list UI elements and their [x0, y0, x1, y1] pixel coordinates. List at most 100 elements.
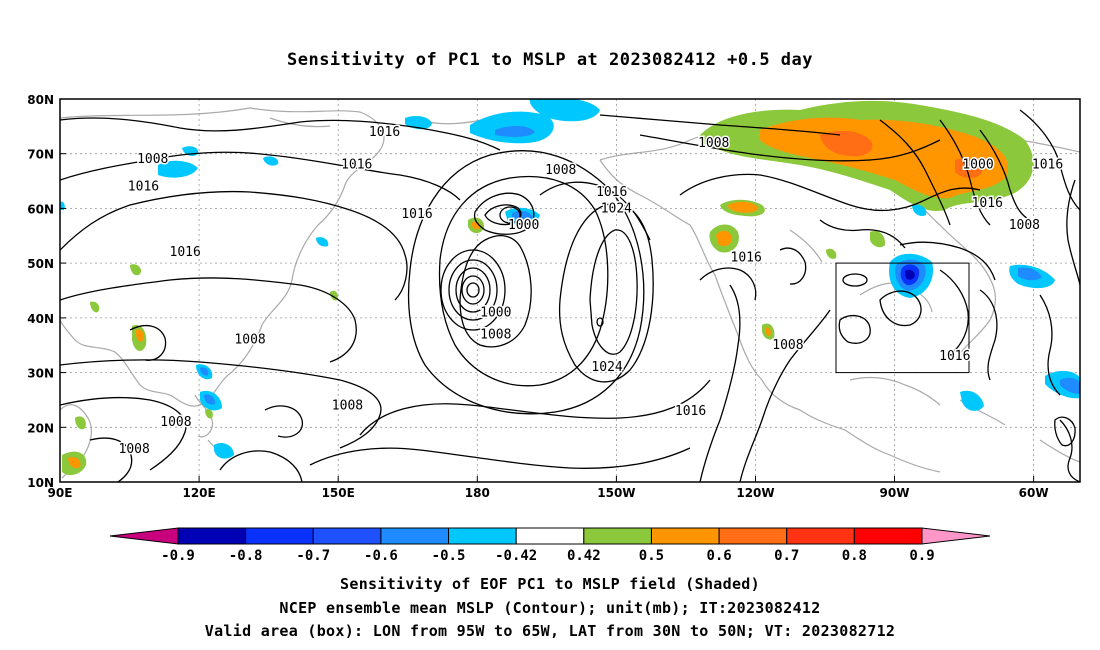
contour-label: 1016: [972, 196, 1003, 211]
colorbar-cell: [448, 527, 517, 545]
longitude-labels: 90E 120E 150E 180 150W 120W 90W 60W: [48, 486, 1049, 500]
contour-label: 1016: [939, 349, 970, 364]
negative-sensitivity-region: [204, 394, 216, 405]
positive-sensitivity-region: [68, 457, 81, 469]
contour-label: 1000: [962, 158, 993, 173]
colorbar-cell: [380, 527, 450, 545]
colorbar-label: -0.42: [495, 548, 537, 564]
colorbar-label: -0.8: [229, 548, 263, 564]
contour-label: 1016: [369, 125, 400, 140]
colorbar-cell: [650, 527, 720, 545]
positive-sensitivity-region: [955, 158, 983, 178]
lon-tick-label: 60W: [1019, 486, 1049, 500]
positive-sensitivity-region: [205, 409, 213, 419]
contour-label: 1016: [675, 404, 706, 419]
contour-label: 1008: [1009, 218, 1040, 233]
latitude-labels: 80N 70N 60N 50N 40N 30N 20N 10N: [27, 93, 54, 490]
contour-label: 1008: [137, 152, 168, 167]
colorbar-label: 0.7: [774, 548, 799, 564]
lat-tick-label: 40N: [27, 312, 54, 326]
negative-sensitivity-region: [529, 99, 600, 122]
lon-tick-label: 150E: [322, 486, 355, 500]
positive-sensitivity-region: [728, 201, 759, 213]
contour-label: 1008: [119, 442, 150, 457]
mslp-contours: [60, 109, 1080, 482]
contour-label: 1008: [545, 163, 576, 178]
contour-label: 1000: [480, 305, 511, 320]
contour-label: 1016: [170, 245, 201, 260]
contour-label: 1008: [480, 327, 511, 342]
lon-tick-label: 120W: [736, 486, 774, 500]
positive-sensitivity-region: [75, 416, 86, 430]
plot-frame: [59, 98, 1081, 483]
positive-sensitivity-region: [820, 130, 873, 157]
lat-tick-label: 50N: [27, 257, 54, 271]
colorbar-label: 0.5: [639, 548, 664, 564]
colorbar-cells: [177, 527, 923, 545]
negative-sensitivity-region: [960, 390, 984, 411]
contour-label: 1008: [332, 398, 363, 413]
caption-shaded: Sensitivity of EOF PC1 to MSLP field (Sh…: [340, 575, 760, 593]
colorbar-cell: [312, 527, 382, 545]
colorbar-label: 0.42: [567, 548, 601, 564]
colorbar-label: -0.5: [432, 548, 466, 564]
axis-ticks: [59, 98, 1035, 483]
contour-label: 1000: [508, 218, 539, 233]
contour-label: 1008: [698, 136, 729, 151]
positive-sensitivity-region: [765, 327, 771, 336]
colorbar: -0.9 -0.8 -0.7 -0.6 -0.5 -0.42 0.42 0.5 0.6 0.7 0.…: [109, 527, 991, 564]
colorbar-label: -0.7: [296, 548, 330, 564]
negative-sensitivity-region: [1018, 267, 1042, 281]
valid-area-box: [835, 262, 970, 374]
lat-tick-label: 10N: [27, 476, 54, 490]
colorbar-labels: -0.9 -0.8 -0.7 -0.6 -0.5 -0.42 0.42 0.5 0.6 0.7 0.…: [161, 548, 935, 564]
lat-tick-label: 30N: [27, 367, 54, 381]
colorbar-cell: [786, 527, 855, 545]
lat-tick-label: 20N: [27, 421, 54, 435]
map-title: Sensitivity of PC1 to MSLP at 2023082412…: [286, 50, 813, 70]
colorbar-label: -0.9: [161, 548, 195, 564]
lon-tick-label: 180: [465, 486, 490, 500]
positive-sensitivity-region: [130, 264, 142, 276]
positive-sensitivity-region: [716, 230, 732, 246]
negative-sensitivity-region: [495, 126, 535, 137]
negative-sensitivity-region: [1060, 377, 1080, 394]
contour-label: 1008: [160, 415, 191, 430]
colorbar-label: 0.6: [706, 548, 731, 564]
positive-sensitivity-region: [90, 301, 100, 313]
negative-sensitivity-region: [316, 237, 329, 247]
contour-label: 1016: [596, 185, 627, 200]
colorbar-cell: [245, 527, 314, 545]
positive-sensitivity-region: [826, 248, 837, 259]
lat-tick-label: 60N: [27, 202, 54, 216]
colorbar-label: -0.6: [364, 548, 398, 564]
colorbar-low-arrow: [109, 527, 179, 545]
colorbar-cell: [177, 527, 247, 545]
negative-sensitivity-region: [200, 367, 209, 376]
negative-sensitivity-region: [158, 160, 198, 178]
lon-tick-label: 90W: [880, 486, 910, 500]
colorbar-high-arrow: [921, 527, 991, 545]
caption-valid-area: Valid area (box): LON from 95W to 65W, L…: [204, 622, 896, 640]
contour-label: 1016: [128, 180, 159, 195]
contour-label: 1016: [401, 207, 432, 222]
negative-sensitivity-region: [263, 156, 279, 166]
contour-label: 1016: [341, 158, 372, 173]
negative-sensitivity-region: [912, 204, 927, 216]
contour-label: 1024: [601, 201, 632, 216]
negative-sensitivity-region: [214, 443, 234, 459]
contour-label: 1008: [234, 333, 265, 348]
colorbar-cell: [718, 527, 788, 545]
colorbar-cell: [583, 527, 652, 545]
colorbar-label: 0.9: [909, 548, 934, 564]
caption-contour: NCEP ensemble mean MSLP (Contour); unit(…: [279, 599, 821, 617]
lat-tick-label: 80N: [27, 93, 54, 107]
negative-sensitivity-region: [405, 116, 432, 130]
contour-label: 1016: [1032, 158, 1063, 173]
positive-sensitivity-region: [136, 329, 144, 342]
negative-sensitivity-region: [905, 269, 915, 280]
negative-sensitivity-region: [512, 210, 533, 221]
colorbar-cell: [515, 527, 585, 545]
